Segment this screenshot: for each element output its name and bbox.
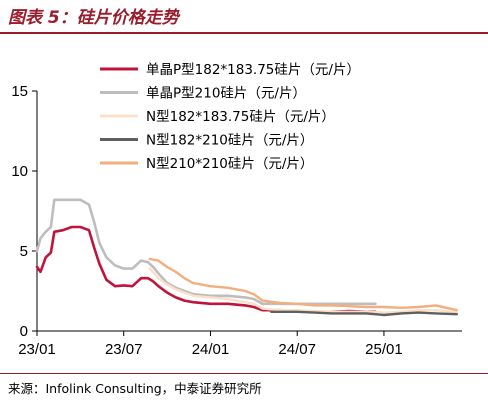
source-note: 来源：Infolink Consulting，中泰证券研究所 — [8, 381, 262, 396]
y-tick-label: 5 — [20, 243, 28, 260]
series-line-5 — [148, 257, 458, 312]
chart-area: 0 5 10 15 23/01 23/07 24/01 24/07 25/01 单晶P型182*… — [11, 62, 462, 358]
x-tick-label: 24/01 — [192, 341, 230, 358]
series-layer — [35, 198, 458, 317]
legend-label-4: N型182*210硅片（元/片） — [146, 133, 313, 149]
y-tick-label: 0 — [20, 323, 28, 340]
y-tick-label: 10 — [11, 163, 28, 180]
series-line-4 — [270, 310, 458, 317]
x-tick-label: 24/07 — [278, 341, 316, 358]
x-tick-label: 25/01 — [365, 341, 403, 358]
legend-label-2: 单晶P型210硅片（元/片） — [146, 86, 306, 102]
legend-label-3: N型182*183.75硅片（元/片） — [146, 109, 335, 125]
title-rule — [0, 32, 488, 34]
series-line-2 — [35, 198, 377, 306]
series-line-1 — [35, 225, 377, 314]
source-rule — [0, 373, 488, 374]
y-tick-label: 15 — [11, 83, 28, 100]
chart-legend: 单晶P型182*183.75硅片（元/片） 单晶P型210硅片（元/片） N型182… — [100, 62, 360, 172]
x-tick-label: 23/07 — [105, 341, 143, 358]
legend-label-1: 单晶P型182*183.75硅片（元/片） — [146, 62, 360, 78]
series-line-3 — [148, 267, 458, 314]
legend-label-5: N型210*210硅片（元/片） — [146, 156, 313, 172]
chart-axes: 0 5 10 15 23/01 23/07 24/01 24/07 25/01 — [11, 83, 462, 358]
x-tick-label: 23/01 — [18, 341, 56, 358]
figure-title: 图表 5：硅片价格走势 — [8, 8, 179, 28]
